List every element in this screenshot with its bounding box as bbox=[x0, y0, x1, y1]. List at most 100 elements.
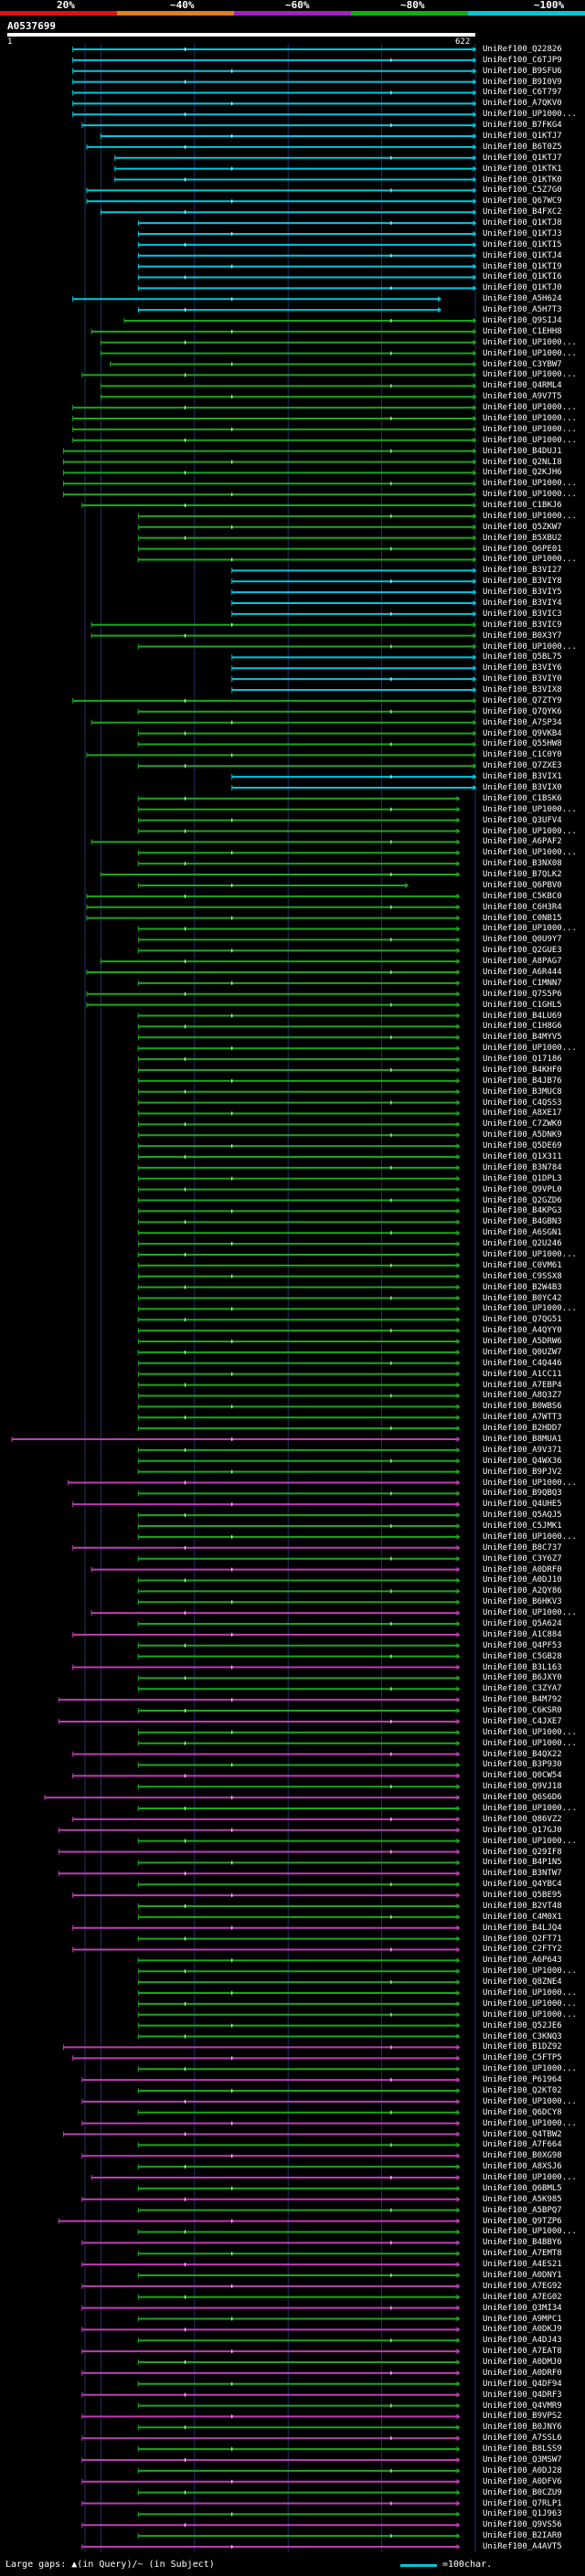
hit-label[interactable]: UniRef100_C7ZWK0 bbox=[483, 1119, 562, 1129]
hit-bar[interactable] bbox=[81, 2196, 461, 2202]
hit-label[interactable]: UniRef100_C3KNQ3 bbox=[483, 2031, 562, 2041]
hit-label[interactable]: UniRef100_Q1DPL3 bbox=[483, 1173, 562, 1183]
hit-label[interactable]: UniRef100_B3VIY8 bbox=[483, 577, 562, 587]
hit-label[interactable]: UniRef100_UP1000... bbox=[483, 1998, 577, 2009]
hit-label[interactable]: UniRef100_Q9SIJ4 bbox=[483, 316, 562, 326]
hit-bar[interactable] bbox=[72, 415, 477, 421]
hit-label[interactable]: UniRef100_Q6BML5 bbox=[483, 2183, 562, 2193]
hit-label[interactable]: UniRef100_Q17GJ0 bbox=[483, 1825, 562, 1835]
hit-label[interactable]: UniRef100_B0YC42 bbox=[483, 1293, 562, 1303]
hit-label[interactable]: UniRef100_A7EG92 bbox=[483, 2281, 562, 2291]
hit-bar[interactable] bbox=[137, 2164, 461, 2170]
hit-bar[interactable] bbox=[231, 774, 477, 780]
hit-bar[interactable] bbox=[81, 2283, 461, 2289]
hit-bar[interactable] bbox=[137, 252, 477, 259]
hit-label[interactable]: UniRef100_UP1000... bbox=[483, 1478, 577, 1488]
hit-bar[interactable] bbox=[123, 318, 477, 324]
hit-label[interactable]: UniRef100_Q9VKB4 bbox=[483, 728, 562, 738]
hit-bar[interactable] bbox=[137, 1045, 461, 1052]
hit-label[interactable]: UniRef100_Q2KJH6 bbox=[483, 468, 562, 478]
hit-label[interactable]: UniRef100_UP1000... bbox=[483, 924, 577, 934]
hit-bar[interactable] bbox=[72, 405, 477, 411]
hit-label[interactable]: UniRef100_A0DRF0 bbox=[483, 2368, 562, 2378]
hit-label[interactable]: UniRef100_C1MNN7 bbox=[483, 978, 562, 988]
hit-label[interactable]: UniRef100_C6KSR0 bbox=[483, 1706, 562, 1716]
hit-bar[interactable] bbox=[100, 872, 461, 878]
hit-label[interactable]: UniRef100_B5XBU2 bbox=[483, 533, 562, 543]
hit-bar[interactable] bbox=[100, 339, 477, 345]
hit-bar[interactable] bbox=[72, 1816, 461, 1822]
hit-bar[interactable] bbox=[137, 1490, 461, 1497]
hit-bar[interactable] bbox=[86, 143, 477, 150]
hit-bar[interactable] bbox=[231, 578, 477, 585]
hit-bar[interactable] bbox=[137, 817, 461, 823]
hit-label[interactable]: UniRef100_A5DRW6 bbox=[483, 1337, 562, 1347]
hit-label[interactable]: UniRef100_Q4WX36 bbox=[483, 1456, 562, 1466]
hit-bar[interactable] bbox=[137, 1903, 461, 1909]
hit-label[interactable]: UniRef100_UP1000... bbox=[483, 2173, 577, 2183]
hit-bar[interactable] bbox=[137, 980, 461, 986]
hit-bar[interactable] bbox=[137, 524, 477, 530]
hit-bar[interactable] bbox=[137, 1968, 461, 1975]
hit-label[interactable]: UniRef100_Q1KTJ8 bbox=[483, 218, 562, 228]
hit-label[interactable]: UniRef100_A5K985 bbox=[483, 2194, 562, 2204]
hit-label[interactable]: UniRef100_Q9VPL0 bbox=[483, 1184, 562, 1194]
hit-bar[interactable] bbox=[62, 492, 477, 498]
hit-bar[interactable] bbox=[137, 230, 477, 237]
hit-bar[interactable] bbox=[72, 437, 477, 443]
hit-label[interactable]: UniRef100_A8Q3Z7 bbox=[483, 1391, 562, 1401]
hit-label[interactable]: UniRef100_Q2NLI8 bbox=[483, 457, 562, 467]
hit-label[interactable]: UniRef100_UP1000... bbox=[483, 490, 577, 500]
hit-bar[interactable] bbox=[137, 1099, 461, 1106]
hit-label[interactable]: UniRef100_B4MYV5 bbox=[483, 1033, 562, 1043]
hit-label[interactable]: UniRef100_Q9VS56 bbox=[483, 2520, 562, 2530]
hit-label[interactable]: UniRef100_A0DFV6 bbox=[483, 2476, 562, 2486]
hit-label[interactable]: UniRef100_UP1000... bbox=[483, 511, 577, 521]
hit-bar[interactable] bbox=[137, 307, 442, 313]
hit-label[interactable]: UniRef100_Q7QYK6 bbox=[483, 706, 562, 716]
hit-bar[interactable] bbox=[137, 1533, 461, 1540]
hit-bar[interactable] bbox=[137, 1957, 461, 1964]
hit-bar[interactable] bbox=[137, 1458, 461, 1464]
hit-label[interactable]: UniRef100_B3N784 bbox=[483, 1162, 562, 1172]
hit-bar[interactable] bbox=[137, 2511, 461, 2518]
hit-bar[interactable] bbox=[44, 1795, 461, 1801]
hit-bar[interactable] bbox=[86, 970, 461, 976]
hit-bar[interactable] bbox=[137, 1360, 461, 1366]
hit-bar[interactable] bbox=[137, 948, 461, 954]
hit-label[interactable]: UniRef100_UP1000... bbox=[483, 1804, 577, 1813]
hit-bar[interactable] bbox=[137, 2185, 461, 2191]
hit-label[interactable]: UniRef100_UP1000... bbox=[483, 1988, 577, 1998]
hit-bar[interactable] bbox=[86, 198, 477, 205]
hit-label[interactable]: UniRef100_B0XG98 bbox=[483, 2151, 562, 2161]
hit-bar[interactable] bbox=[72, 90, 477, 96]
hit-label[interactable]: UniRef100_Q1KTJ7 bbox=[483, 153, 562, 163]
hit-bar[interactable] bbox=[137, 2251, 461, 2257]
hit-label[interactable]: UniRef100_UP1000... bbox=[483, 641, 577, 652]
hit-label[interactable]: UniRef100_UP1000... bbox=[483, 2118, 577, 2128]
hit-bar[interactable] bbox=[231, 589, 477, 596]
hit-bar[interactable] bbox=[137, 1393, 461, 1399]
hit-label[interactable]: UniRef100_A9V371 bbox=[483, 1445, 562, 1455]
hit-bar[interactable] bbox=[231, 599, 477, 606]
hit-label[interactable]: UniRef100_A0DJ10 bbox=[483, 1575, 562, 1585]
hit-label[interactable]: UniRef100_B3VIX1 bbox=[483, 772, 562, 782]
hit-label[interactable]: UniRef100_A7F664 bbox=[483, 2140, 562, 2150]
hit-label[interactable]: UniRef100_C2FTY2 bbox=[483, 1945, 562, 1955]
hit-label[interactable]: UniRef100_A6SGN1 bbox=[483, 1228, 562, 1238]
hit-label[interactable]: UniRef100_C0VM61 bbox=[483, 1260, 562, 1270]
hit-label[interactable]: UniRef100_UP1000... bbox=[483, 337, 577, 347]
hit-bar[interactable] bbox=[137, 2533, 461, 2539]
hit-label[interactable]: UniRef100_Q5A624 bbox=[483, 1618, 562, 1628]
hit-label[interactable]: UniRef100_Q3MI34 bbox=[483, 2303, 562, 2313]
hit-label[interactable]: UniRef100_Q4UHE5 bbox=[483, 1500, 562, 1510]
hit-bar[interactable] bbox=[137, 1262, 461, 1268]
hit-bar[interactable] bbox=[137, 1132, 461, 1139]
hit-bar[interactable] bbox=[137, 2066, 461, 2072]
hit-label[interactable]: UniRef100_Q5DE69 bbox=[483, 1141, 562, 1151]
hit-label[interactable]: UniRef100_UP1000... bbox=[483, 1249, 577, 1259]
hit-bar[interactable] bbox=[90, 719, 477, 726]
hit-bar[interactable] bbox=[137, 2109, 461, 2115]
hit-label[interactable]: UniRef100_B4P1N5 bbox=[483, 1858, 562, 1868]
hit-label[interactable]: UniRef100_B9I0V9 bbox=[483, 77, 562, 87]
